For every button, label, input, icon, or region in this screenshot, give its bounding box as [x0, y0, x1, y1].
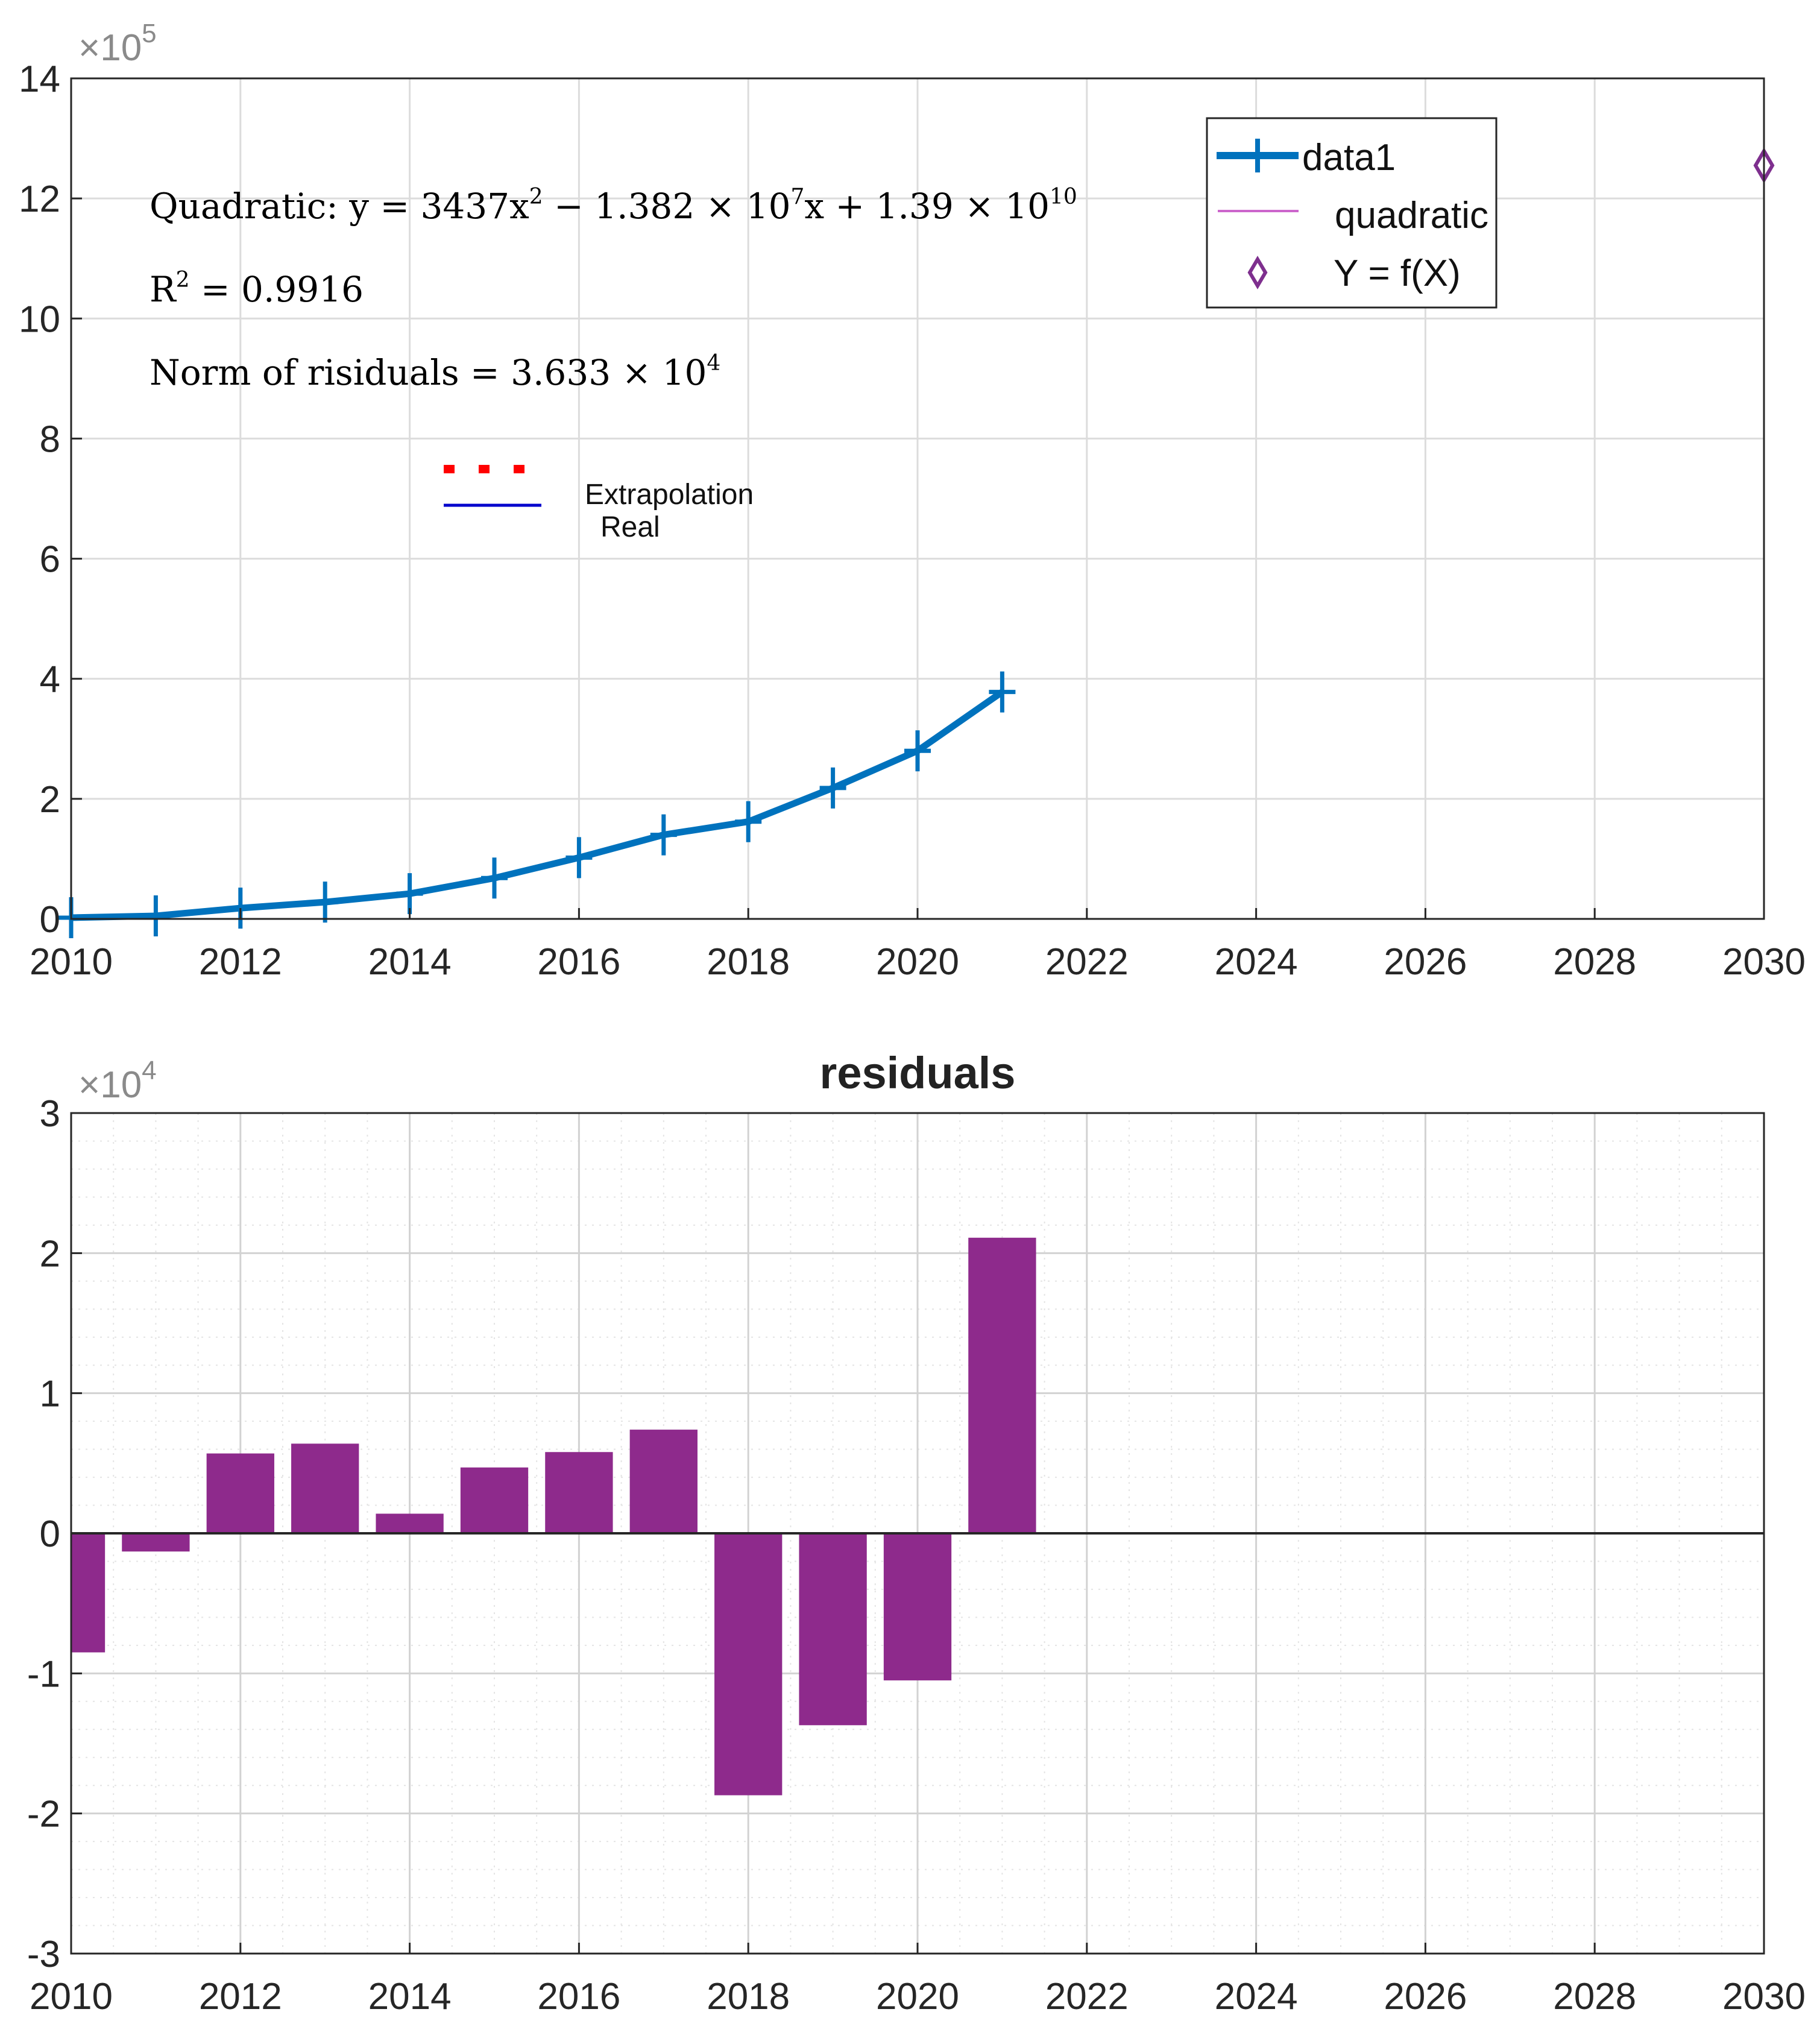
residuals-x-tick-label: 2018: [707, 1976, 790, 2017]
data1-point: [565, 837, 593, 878]
residuals-x-tick-label: 2012: [199, 1976, 282, 2017]
fit-equation: Quadratic: y = 3437x2 − 1.382 × 107x + 1…: [150, 185, 1077, 227]
fit-x-tick-label: 2010: [30, 941, 113, 983]
legend-quadratic-label: quadratic: [1335, 195, 1488, 236]
residuals-x-tick-label: 2028: [1553, 1976, 1636, 2017]
residual-bar: [799, 1533, 867, 1726]
residuals-y-tick-label: -3: [27, 1934, 60, 1975]
data1-point: [312, 882, 339, 923]
residuals-x-tick-label: 2030: [1722, 1976, 1806, 2017]
fit-x-tick-label: 2022: [1045, 941, 1129, 983]
residuals-x-tick-label: 2026: [1384, 1976, 1467, 2017]
data1-point: [142, 895, 169, 937]
residuals-x-tick-labels: 2010 2012 2014 2016 2018 2020 2022 2024 2026 2028…: [30, 1943, 1806, 2017]
legend-yfx-label: Y = f(X): [1334, 253, 1461, 294]
data1-point: [989, 671, 1016, 713]
fit-x-tick-label: 2014: [368, 941, 452, 983]
fit-y-tick-label: 0: [40, 899, 60, 941]
residuals-y-tick-label: 2: [40, 1233, 60, 1275]
residuals-bars: [71, 1237, 1764, 1796]
residuals-x-tick-label: 2024: [1215, 1976, 1298, 2017]
r-squared: R2 = 0.9916: [150, 268, 364, 310]
extrapolation-legend: Extrapolation Real: [444, 465, 754, 543]
residuals-y-tick-label: -2: [27, 1794, 60, 1835]
residuals-x-tick-label: 2016: [537, 1976, 620, 2017]
data1-point: [396, 873, 423, 915]
fit-y-tick-labels: 0 2 4 6 8 10 12 14: [19, 58, 82, 941]
residual-bar: [376, 1513, 444, 1533]
residual-bar: [291, 1443, 359, 1533]
residuals-y-exponent: ×104: [78, 1056, 157, 1106]
fit-y-tick-label: 14: [19, 58, 60, 100]
residuals-x-tick-label: 2020: [876, 1976, 959, 2017]
residuals-y-tick-labels: -3 -2 -1 0 1 2 3: [27, 1093, 82, 1975]
fit-x-tick-labels: 2010 2012 2014 2016 2018 2020 2022 2024 2026 2028…: [30, 908, 1806, 983]
residual-bar: [545, 1452, 613, 1533]
residuals-x-tick-label: 2010: [30, 1976, 113, 2017]
fit-y-tick-label: 4: [40, 659, 60, 701]
fit-x-tick-label: 2016: [537, 941, 620, 983]
fit-y-exponent: ×105: [78, 19, 157, 69]
fit-y-tick-label: 12: [19, 178, 60, 220]
residual-bar: [883, 1533, 952, 1680]
fit-x-tick-label: 2026: [1384, 941, 1467, 983]
fit-legend: data1 quadratic Y = f(X): [1206, 117, 1498, 309]
residuals-y-tick-label: 3: [40, 1093, 60, 1135]
fit-x-tick-label: 2018: [707, 941, 790, 983]
residuals-panel: residuals 2010 2012 2014 2016 2018 2020 2022 20…: [27, 1048, 1806, 2017]
legend-yfx-marker: [1247, 256, 1268, 289]
residual-bar: [714, 1533, 783, 1796]
fit-panel: 2010 2012 2014 2016 2018 2020 2022 2024 2026 2028…: [19, 19, 1806, 983]
residuals-y-tick-label: 1: [40, 1374, 60, 1415]
residual-bar: [968, 1237, 1036, 1533]
extrapolation-label: Extrapolation: [585, 479, 754, 511]
residual-bar: [206, 1453, 274, 1533]
fit-x-tick-label: 2024: [1215, 941, 1298, 983]
data1-point: [904, 730, 931, 772]
data1-line: [71, 689, 1004, 921]
fit-y-tick-label: 2: [40, 779, 60, 821]
fit-y-tick-label: 8: [40, 418, 60, 460]
norm-of-residuals: Norm of risiduals = 3.633 × 104: [150, 351, 720, 393]
residuals-x-tick-label: 2022: [1045, 1976, 1129, 2017]
fit-x-tick-label: 2028: [1553, 941, 1636, 983]
fit-y-tick-label: 6: [40, 539, 60, 581]
fit-x-tick-label: 2030: [1722, 941, 1806, 983]
residuals-x-tick-label: 2014: [368, 1976, 452, 2017]
residual-bar: [629, 1430, 698, 1533]
real-label: Real: [600, 511, 660, 543]
residuals-title: residuals: [820, 1048, 1016, 1098]
data1-point: [819, 767, 846, 809]
residual-bar: [122, 1533, 190, 1552]
data1-point: [735, 801, 762, 842]
data1-point: [650, 814, 677, 856]
legend-data1-label: data1: [1302, 137, 1396, 178]
fit-x-tick-label: 2020: [876, 941, 959, 983]
residual-bar: [460, 1467, 529, 1533]
residuals-y-tick-label: 0: [40, 1513, 60, 1555]
residuals-y-tick-label: -1: [27, 1653, 60, 1695]
data1-point: [481, 857, 508, 899]
fit-x-tick-label: 2012: [199, 941, 282, 983]
residual-bar: [71, 1533, 106, 1653]
fit-y-tick-label: 10: [19, 298, 60, 340]
